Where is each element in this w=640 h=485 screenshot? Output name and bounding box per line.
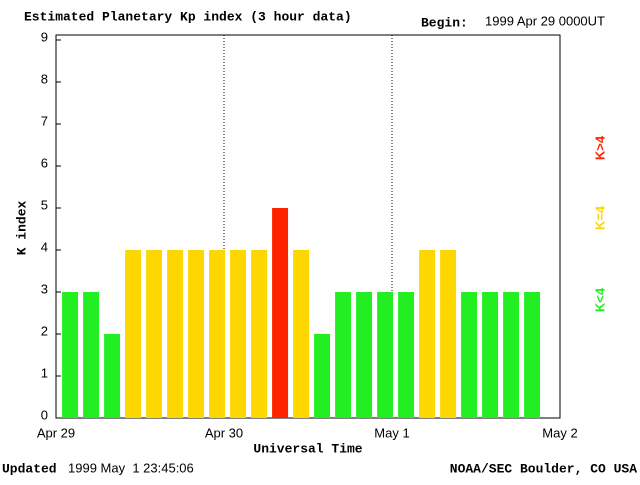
bar [482,292,499,418]
bar [167,250,184,418]
bar [125,250,142,418]
bar [356,292,373,418]
bar [230,250,247,418]
y-axis-label: K index [14,200,29,255]
bar [524,292,541,418]
bar [83,292,100,418]
x-tick-label: May 1 [374,425,409,440]
bar [188,250,205,418]
y-tick-label: 0 [41,407,48,422]
legend-entry: K>4 [592,135,607,160]
y-tick-label: 8 [41,71,48,86]
y-tick-label: 2 [41,323,48,338]
bar [440,250,457,418]
y-tick-label: 9 [41,29,48,44]
chart-title: Estimated Planetary Kp index (3 hour dat… [24,9,352,24]
bar [293,250,310,418]
y-tick-label: 5 [41,197,48,212]
legend-entry: K<4 [592,287,607,312]
begin-label: Begin: [421,15,468,30]
bar [461,292,478,418]
updated-date: 1999 May 1 23:45:06 [68,460,194,475]
bar [251,250,268,418]
x-tick-label: Apr 29 [37,425,75,440]
bar [503,292,520,418]
bar [335,292,352,418]
y-tick-label: 4 [41,239,48,254]
y-tick-label: 6 [41,155,48,170]
bar [104,334,121,418]
x-axis-label: Universal Time [253,441,362,456]
updated-label: Updated [2,461,57,476]
begin-date: 1999 Apr 29 0000UT [485,13,605,28]
x-tick-label: Apr 30 [205,425,243,440]
bar [209,250,226,418]
y-tick-label: 3 [41,281,48,296]
bar [377,292,394,418]
bar [62,292,79,418]
bar [272,208,289,418]
bar [398,292,415,418]
bar [146,250,163,418]
x-tick-label: May 2 [542,425,577,440]
y-tick-label: 1 [41,365,48,380]
credit: NOAA/SEC Boulder, CO USA [450,461,637,476]
bar [419,250,436,418]
y-tick-label: 7 [41,113,48,128]
legend-entry: K=4 [592,205,607,230]
bar [314,334,331,418]
